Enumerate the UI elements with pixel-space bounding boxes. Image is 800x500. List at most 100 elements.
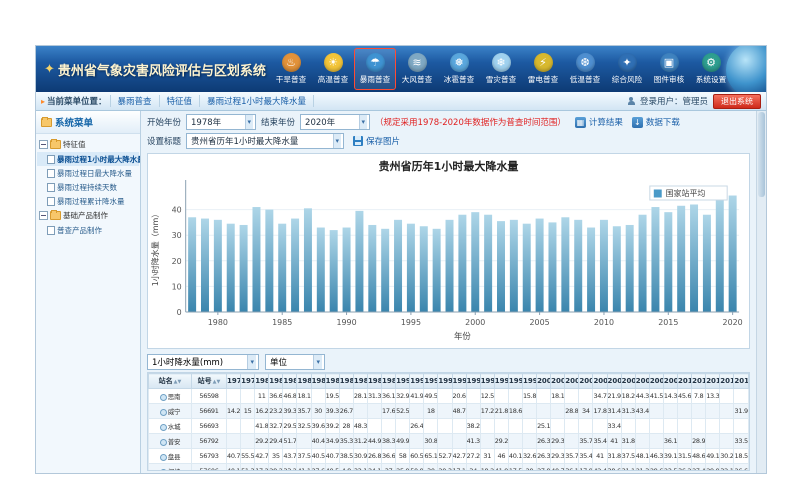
column-header-year[interactable]: 1989 [382, 374, 396, 389]
value-cell [424, 419, 438, 434]
value-cell: 40.7 [325, 449, 339, 464]
table-row[interactable]: 普安5679229.229.451.740.434.935.331.244.93… [149, 434, 749, 449]
value-cell: 37 [382, 464, 396, 472]
table-row[interactable]: 水城5669341.832.729.532.539.639.22848.326.… [149, 419, 749, 434]
column-header-year[interactable]: 1997 [494, 374, 508, 389]
nav-snow-button[interactable]: ❄雪灾普查 [480, 48, 522, 90]
column-header-year[interactable]: 1992 [424, 374, 438, 389]
column-header-year[interactable]: 2011 [692, 374, 706, 389]
nav-hail-button[interactable]: ❅冰雹普查 [438, 48, 480, 90]
chart-title-select[interactable]: 贵州省历年1小时最大降水量 ▾ [186, 133, 344, 149]
value-cell: 40.5 [311, 449, 325, 464]
column-header-year[interactable]: 1996 [480, 374, 494, 389]
vertical-scrollbar[interactable] [756, 111, 766, 473]
data-download-button[interactable]: ↓ 数据下载 [632, 116, 680, 128]
column-header-year[interactable]: 2002 [565, 374, 579, 389]
value-type-select[interactable]: 1小时降水量(mm) ▾ [147, 354, 259, 370]
nav-rainstorm-button[interactable]: ☂暴雨普查 [354, 48, 396, 90]
column-header-year[interactable]: 1978 [227, 374, 241, 389]
station-marker-icon [160, 394, 167, 401]
column-header-year[interactable]: 1987 [353, 374, 367, 389]
tree-item-0-2[interactable]: 暴雨过程持续天数 [37, 180, 139, 194]
sort-icon[interactable]: ▲▼ [213, 379, 221, 385]
column-header-year[interactable]: 2009 [663, 374, 677, 389]
value-cell: 36.1 [663, 434, 677, 449]
scrollbar-thumb[interactable] [758, 112, 765, 197]
collapse-icon[interactable] [39, 211, 48, 220]
value-cell [452, 434, 466, 449]
column-header-year[interactable]: 2012 [706, 374, 720, 389]
table-row[interactable]: 威宁5669114.21516.223.239.335.73039.326.71… [149, 404, 749, 419]
column-header-year[interactable]: 1993 [438, 374, 452, 389]
table-row[interactable]: 思南565981136.646.818.119.528.131.336.132.… [149, 389, 749, 404]
nav-risk-button[interactable]: ✦综合风险 [606, 48, 648, 90]
column-header-year[interactable]: 1985 [325, 374, 339, 389]
tree-item-0-0[interactable]: 暴雨过程1小时最大降水量 [37, 152, 139, 166]
nav-drought-button[interactable]: ♨干旱普查 [270, 48, 312, 90]
column-header-year[interactable]: 1991 [410, 374, 424, 389]
column-header-year[interactable]: 1988 [367, 374, 381, 389]
value-cell: 36.6 [382, 449, 396, 464]
value-cell [635, 434, 649, 449]
sort-icon[interactable]: ▲▼ [174, 379, 182, 385]
column-header-year[interactable]: 1995 [466, 374, 480, 389]
value-cell: 29.3 [551, 449, 565, 464]
column-header-year[interactable]: 1984 [311, 374, 325, 389]
column-header-year[interactable]: 2003 [579, 374, 593, 389]
tree-item-0-3[interactable]: 暴雨过程累计降水量 [37, 194, 139, 208]
column-header-year[interactable]: 2008 [649, 374, 663, 389]
column-header-year[interactable]: 1986 [339, 374, 353, 389]
nav-lightning-button[interactable]: ⚡雷电普查 [522, 48, 564, 90]
table-row[interactable]: 盘县5679340.755.542.73543.737.540.540.738.… [149, 449, 749, 464]
column-header-year[interactable]: 1999 [522, 374, 536, 389]
end-year-select[interactable]: 2020年 ▾ [300, 114, 370, 130]
tree-node-0[interactable]: 特征值 [37, 137, 139, 152]
column-header-year[interactable]: 2004 [593, 374, 607, 389]
column-header-year[interactable]: 2006 [621, 374, 635, 389]
column-header-year[interactable]: 2013 [720, 374, 734, 389]
nav-heat-button[interactable]: ☀高温普查 [312, 48, 354, 90]
unit-select[interactable]: 单位 ▾ [265, 354, 325, 370]
column-header-year[interactable]: 1998 [508, 374, 522, 389]
breadcrumb-item-0[interactable]: 暴雨普查 [110, 95, 160, 107]
column-header-year[interactable]: 2010 [678, 374, 692, 389]
nav-map-review-button[interactable]: ▣图件审核 [648, 48, 690, 90]
tree-node-1[interactable]: 基础产品制作 [37, 208, 139, 223]
column-header-station-name[interactable]: 站名▲▼ [149, 374, 192, 389]
value-cell: 65.1 [424, 449, 438, 464]
nav-wind-button[interactable]: ≋大风普查 [396, 48, 438, 90]
start-year-select[interactable]: 1978年 ▾ [186, 114, 256, 130]
column-header-year[interactable]: 1979 [241, 374, 255, 389]
chevron-down-icon: ▾ [313, 355, 322, 369]
column-header-station-id[interactable]: 站号▲▼ [192, 374, 227, 389]
logout-button[interactable]: 退出系统 [713, 94, 761, 109]
calc-result-button[interactable]: ▦ 计算结果 [575, 116, 623, 128]
collapse-icon[interactable] [39, 140, 48, 149]
value-cell: 28.2 [269, 464, 283, 472]
column-header-year[interactable]: 2014 [734, 374, 749, 389]
station-marker-icon [160, 454, 167, 461]
value-cell: 51.7 [283, 434, 297, 449]
column-header-year[interactable]: 1981 [269, 374, 283, 389]
tree-item-1-0[interactable]: 普查产品制作 [37, 223, 139, 237]
column-header-year[interactable]: 2007 [635, 374, 649, 389]
column-header-year[interactable]: 1982 [283, 374, 297, 389]
range-note: （规定采用1978-2020年数据作为普查时间范围） [375, 116, 566, 128]
tree-item-0-1[interactable]: 暴雨过程日最大降水量 [37, 166, 139, 180]
column-header-year[interactable]: 2005 [607, 374, 621, 389]
column-header-year[interactable]: 2001 [551, 374, 565, 389]
breadcrumb-item-2[interactable]: 暴雨过程1小时最大降水量 [200, 95, 314, 107]
table-filter-row: 1小时降水量(mm) ▾ 单位 ▾ [141, 352, 756, 372]
column-header-year[interactable]: 1980 [255, 374, 269, 389]
value-cell: 35.7 [565, 449, 579, 464]
column-header-year[interactable]: 2000 [537, 374, 551, 389]
table-row[interactable]: 桐梓5760640.151.317.228.233.241.127.640.54… [149, 464, 749, 472]
column-header-year[interactable]: 1994 [452, 374, 466, 389]
value-cell: 52.5 [396, 404, 410, 419]
nav-lowtemp-button[interactable]: ❆低温普查 [564, 48, 606, 90]
breadcrumb-item-1[interactable]: 特征值 [160, 95, 201, 107]
column-header-year[interactable]: 1990 [396, 374, 410, 389]
save-image-button[interactable]: 保存图片 [353, 135, 400, 147]
value-cell: 29.9 [706, 464, 720, 472]
column-header-year[interactable]: 1983 [297, 374, 311, 389]
